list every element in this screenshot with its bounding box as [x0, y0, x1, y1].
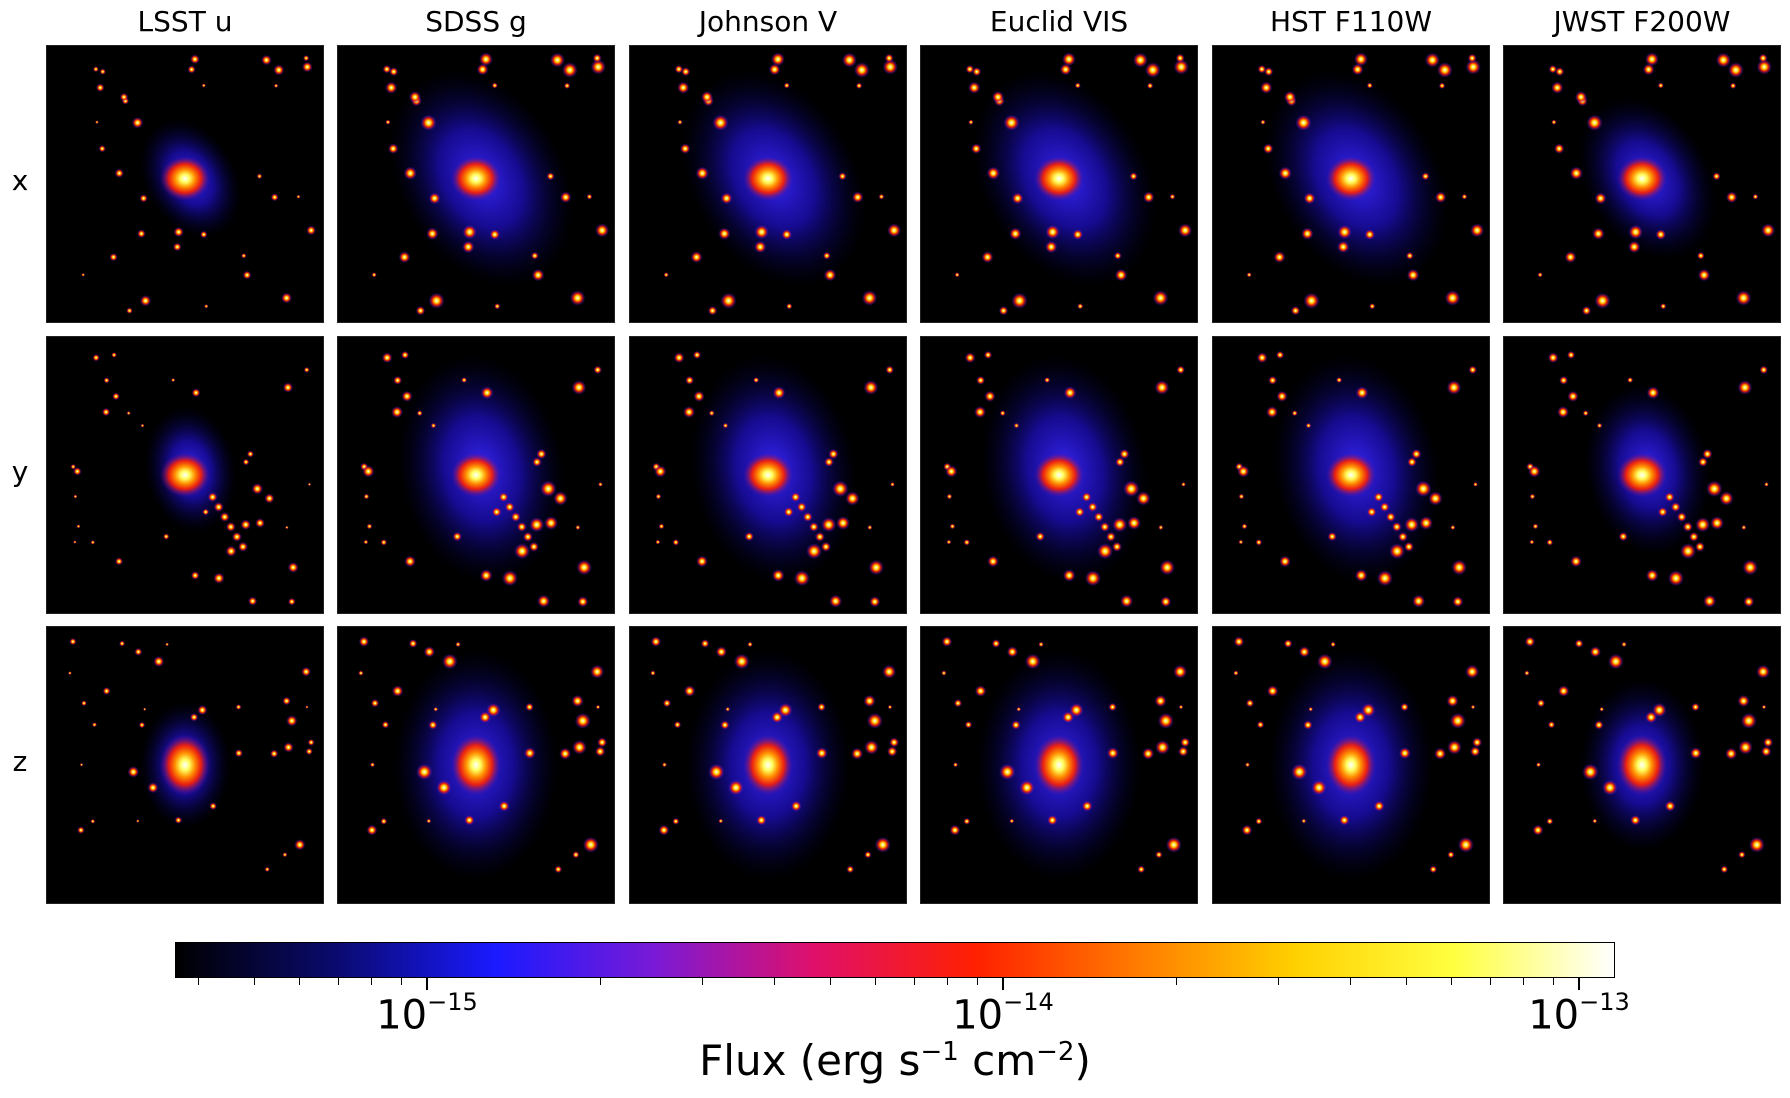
colorbar-label-suffix: )	[1074, 1036, 1091, 1085]
image-panel	[920, 336, 1198, 614]
galaxy-image	[921, 627, 1197, 903]
tick-label-base: 10	[376, 992, 428, 1039]
tick-label-base: 10	[1528, 992, 1580, 1039]
galaxy-image	[1504, 46, 1780, 322]
column-title: SDSS g	[425, 5, 527, 38]
row-label: z	[12, 745, 28, 778]
image-panel	[629, 626, 907, 904]
galaxy-image	[1504, 627, 1780, 903]
column-title: JWST F200W	[1553, 5, 1731, 38]
galaxy-image	[630, 627, 906, 903]
column-title: Johnson V	[698, 5, 838, 38]
colorbar-minor-tick	[1523, 978, 1525, 985]
colorbar-minor-tick	[197, 978, 199, 985]
colorbar-minor-tick	[1349, 978, 1351, 985]
galaxy-image	[47, 46, 323, 322]
colorbar-minor-tick	[1277, 978, 1279, 985]
image-panel	[337, 336, 615, 614]
colorbar-label-exp2: −2	[1036, 1037, 1075, 1067]
colorbar-minor-tick	[829, 978, 831, 985]
image-panel	[629, 45, 907, 323]
row-label: y	[11, 455, 29, 488]
galaxy-image	[921, 337, 1197, 613]
colorbar-label-prefix: Flux (erg s	[699, 1036, 921, 1085]
colorbar-label-exp1: −1	[920, 1037, 959, 1067]
image-panel	[1503, 45, 1781, 323]
galaxy-image	[630, 46, 906, 322]
image-panel	[1212, 45, 1490, 323]
colorbar-minor-tick	[299, 978, 301, 985]
image-panel	[920, 626, 1198, 904]
colorbar-minor-tick	[400, 978, 402, 985]
colorbar-minor-tick	[600, 978, 602, 985]
colorbar-major-tick	[426, 978, 428, 990]
galaxy-image	[1213, 46, 1489, 322]
colorbar-minor-tick	[371, 978, 373, 985]
colorbar-minor-tick	[1176, 978, 1178, 985]
image-panel	[920, 45, 1198, 323]
colorbar-minor-tick	[701, 978, 703, 985]
column-title: HST F110W	[1269, 5, 1433, 38]
image-panel	[337, 45, 615, 323]
colorbar-minor-tick	[773, 978, 775, 985]
galaxy-image	[47, 627, 323, 903]
colorbar	[175, 942, 1615, 978]
image-panel	[629, 336, 907, 614]
colorbar-minor-tick	[875, 978, 877, 985]
image-panel	[46, 45, 324, 323]
image-panel	[337, 626, 615, 904]
row-label: x	[11, 164, 29, 197]
column-title: LSST u	[137, 5, 233, 38]
image-panel	[1503, 336, 1781, 614]
galaxy-image	[1213, 627, 1489, 903]
column-title: Euclid VIS	[989, 5, 1129, 38]
colorbar-label: Flux (erg s−1 cm−2)	[0, 1036, 1790, 1085]
galaxy-image	[47, 337, 323, 613]
colorbar-tick-label: 10−15	[376, 988, 478, 1039]
colorbar-major-tick	[1002, 978, 1004, 990]
image-panel	[1212, 626, 1490, 904]
tick-label-base: 10	[952, 992, 1004, 1039]
tick-label-exponent: −13	[1579, 988, 1630, 1016]
colorbar-tick-label: 10−13	[1528, 988, 1630, 1039]
image-panel	[1503, 626, 1781, 904]
colorbar-minor-tick	[947, 978, 949, 985]
galaxy-image	[338, 46, 614, 322]
tick-label-exponent: −15	[427, 988, 478, 1016]
galaxy-image	[1504, 337, 1780, 613]
galaxy-image	[921, 46, 1197, 322]
colorbar-tick-label: 10−14	[952, 988, 1054, 1039]
colorbar-minor-tick	[976, 978, 978, 985]
colorbar-minor-tick	[1552, 978, 1554, 985]
colorbar-minor-tick	[913, 978, 915, 985]
colorbar-major-tick	[1578, 978, 1580, 990]
galaxy-image	[630, 337, 906, 613]
colorbar-label-mid: cm	[958, 1036, 1037, 1085]
colorbar-minor-tick	[253, 978, 255, 985]
galaxy-image	[1213, 337, 1489, 613]
image-panel	[46, 626, 324, 904]
colorbar-minor-tick	[337, 978, 339, 985]
colorbar-minor-tick	[1489, 978, 1491, 985]
tick-label-exponent: −14	[1003, 988, 1054, 1016]
colorbar-minor-tick	[1451, 978, 1453, 985]
image-panel	[1212, 336, 1490, 614]
colorbar-minor-tick	[1405, 978, 1407, 985]
galaxy-image	[338, 337, 614, 613]
image-panel	[46, 336, 324, 614]
galaxy-image	[338, 627, 614, 903]
